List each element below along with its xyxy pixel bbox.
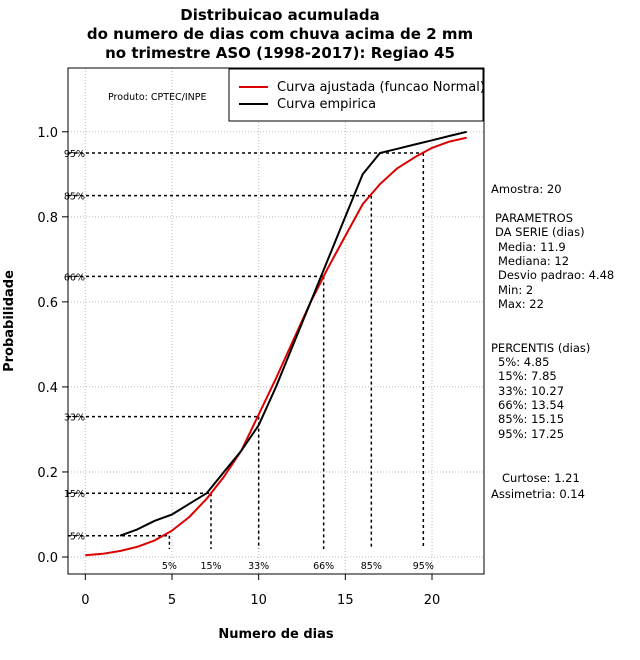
y-tick-label: 0.4 [37,381,58,396]
percentil-15: 15%: 7.85 [498,369,557,383]
legend: Curva ajustada (funcao Normal) Curva emp… [228,68,485,122]
percentile-x-label: 33% [248,561,269,572]
percentil-66: 66%: 13.54 [498,398,565,412]
plot-frame [67,67,485,575]
legend-label-empirical: Curva empirica [277,97,376,112]
x-axis-label: Numero de dias [218,627,334,642]
y-tick-label: 1.0 [37,126,58,141]
percentile-x-label: 95% [413,561,434,572]
percentile-y-label: 33% [64,413,85,424]
param-min: Min: 2 [498,283,534,297]
percentil-85: 85%: 15.15 [498,412,565,426]
x-tick-label: 15 [337,593,354,608]
y-tick-label: 0.6 [37,296,58,311]
percentile-y-label: 66% [64,272,85,283]
percentile-lines: 5% 5% 15% 15% 33% 33% 66% 66% 85% 85% 95% 95% [64,149,434,572]
percentile-x-label: 5% [162,561,177,572]
x-tick-label: 20 [424,593,441,608]
grid-lines [68,68,484,574]
x-tick-label: 10 [250,593,267,608]
series-line [85,136,467,557]
percentile-x-label: 85% [361,561,382,572]
percentile-y-label: 5% [70,532,85,543]
x-tick-label: 0 [81,593,89,608]
credit-label: Produto: CPTEC/INPE [108,92,207,103]
y-tick-label: 0.0 [37,551,58,566]
chart-title-line-1: Distribuicao acumulada [180,6,380,24]
percentil-5: 5%: 4.85 [498,355,550,369]
param-max: Max: 22 [498,297,544,311]
param-media: Media: 11.9 [498,240,566,254]
legend-box [228,68,484,122]
assimetria: Assimetria: 0.14 [491,487,585,501]
y-axis: 0.0 0.2 0.4 0.6 0.8 1.0 [37,126,68,566]
percentile-y-label: 85% [64,192,85,203]
y-tick-label: 0.8 [37,211,58,226]
percentile-y-label: 95% [64,149,85,160]
x-axis: 0 5 10 15 20 [81,574,440,608]
param-mediana: Mediana: 12 [498,254,570,268]
percentil-95: 95%: 17.25 [498,427,565,441]
curtose: Curtose: 1.21 [502,471,580,485]
sample-size: Amostra: 20 [491,182,562,196]
percentile-y-label: 15% [64,489,85,500]
x-tick-label: 5 [168,593,176,608]
series-layer [85,130,467,557]
param-desvio: Desvio padrao: 4.48 [498,268,615,282]
percentil-33: 33%: 10.27 [498,384,565,398]
chart-title-line-3: no trimestre ASO (1998-2017): Regiao 45 [105,44,455,62]
y-tick-label: 0.2 [37,466,58,481]
chart-title-line-2: do numero de dias com chuva acima de 2 m… [86,25,474,43]
legend-label-fitted: Curva ajustada (funcao Normal) [277,80,485,95]
percentis-title: PERCENTIS (dias) [491,341,591,355]
params-title: PARAMETROS DA SERIE (dias) [495,211,585,240]
percentile-x-label: 66% [313,561,334,572]
y-axis-label: Probabilidade [2,270,17,372]
percentile-x-label: 15% [200,561,221,572]
series-line [119,130,467,537]
